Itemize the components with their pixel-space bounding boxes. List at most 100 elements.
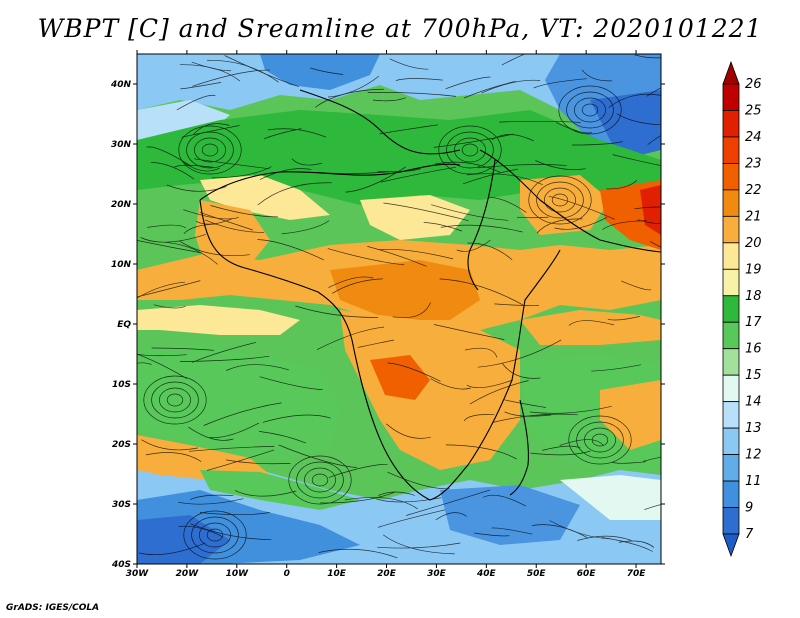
streamline xyxy=(440,224,523,233)
streamline xyxy=(612,154,661,166)
streamline xyxy=(207,60,279,83)
streamline xyxy=(481,79,541,94)
streamline-eddy xyxy=(151,381,199,419)
colorbar-label: 24 xyxy=(745,130,762,145)
lon-label: 20E xyxy=(377,569,397,579)
streamline xyxy=(192,69,270,87)
streamline xyxy=(477,164,567,169)
colorbar-label: 18 xyxy=(745,289,762,304)
streamline xyxy=(210,205,279,218)
streamline xyxy=(226,459,291,465)
streamline xyxy=(178,498,244,505)
streamline xyxy=(618,540,655,548)
streamline-eddy xyxy=(544,187,576,213)
streamline xyxy=(456,239,491,252)
streamline xyxy=(295,305,379,318)
streamline xyxy=(386,423,431,439)
colorbar-swatch xyxy=(722,215,740,244)
colorbar-swatch xyxy=(722,83,740,111)
lon-label: 60E xyxy=(577,569,597,579)
colorbar-swatch xyxy=(722,295,740,323)
streamline xyxy=(549,520,610,540)
colorbar-label: 16 xyxy=(745,342,762,357)
streamline xyxy=(367,92,457,97)
streamline-eddy xyxy=(194,137,226,163)
colorbar-swatch xyxy=(722,374,740,403)
streamline-eddy xyxy=(528,175,592,225)
streamline xyxy=(392,302,431,318)
streamline xyxy=(465,347,498,358)
colorbar-label: 7 xyxy=(745,527,754,542)
streamline xyxy=(188,426,234,441)
streamline xyxy=(181,125,240,138)
field-cold-south-central xyxy=(440,485,580,545)
streamline xyxy=(634,54,661,59)
streamline xyxy=(463,414,495,422)
streamline xyxy=(383,202,469,222)
streamline xyxy=(378,491,415,496)
streamline xyxy=(147,224,187,229)
streamline xyxy=(195,218,233,225)
streamline-eddy xyxy=(576,421,624,459)
streamline xyxy=(258,431,307,444)
streamline-eddy xyxy=(454,137,486,163)
streamline xyxy=(606,180,638,190)
streamline-eddy xyxy=(288,455,352,505)
streamline xyxy=(531,524,588,539)
streamline-eddy xyxy=(536,181,584,219)
streamline-eddy xyxy=(166,393,184,407)
colorbar-swatch xyxy=(722,401,740,429)
lon-label: 20W xyxy=(176,569,200,579)
streamline xyxy=(535,160,586,170)
field-green-southatlantic xyxy=(137,345,340,460)
streamlines-layer xyxy=(137,54,661,560)
streamline xyxy=(568,320,614,326)
streamline xyxy=(137,353,187,357)
grads-credit: GrADS: IGES/COLA xyxy=(6,603,100,613)
streamline xyxy=(556,122,592,134)
streamline xyxy=(145,452,202,462)
lon-label: 40E xyxy=(476,569,497,579)
red-sea-coastline xyxy=(467,159,496,291)
field-yellow-nile xyxy=(360,195,470,240)
lat-label: EQ xyxy=(117,320,131,330)
colorbar-label: 21 xyxy=(745,209,762,224)
lon-label: 0 xyxy=(284,569,290,579)
streamline xyxy=(530,450,591,456)
field-hot-east-core xyxy=(640,185,661,235)
streamline xyxy=(504,399,546,408)
streamline-eddy xyxy=(568,415,632,465)
streamline xyxy=(344,497,418,510)
streamline xyxy=(377,542,461,549)
streamline xyxy=(193,123,230,135)
field-cool-southeast xyxy=(560,475,661,520)
streamline xyxy=(577,535,632,541)
streamline xyxy=(137,280,201,298)
streamline xyxy=(140,234,206,243)
colorbar-label: 19 xyxy=(745,262,762,277)
lon-label: 50E xyxy=(527,569,547,579)
streamline-eddy xyxy=(574,97,606,123)
streamline xyxy=(499,120,581,123)
colorbar-label: 23 xyxy=(745,156,762,171)
colorbar-label: 12 xyxy=(745,448,762,463)
streamline xyxy=(257,182,332,206)
streamline xyxy=(267,128,327,138)
streamline xyxy=(607,316,640,321)
streamline xyxy=(469,380,529,405)
streamline-eddy xyxy=(206,528,224,542)
map-field xyxy=(137,54,661,564)
streamline xyxy=(180,82,222,90)
streamline xyxy=(387,362,441,382)
field-orange-core xyxy=(330,260,480,320)
lon-label: 10E xyxy=(327,569,347,579)
streamline xyxy=(189,494,234,500)
lon-label: 70E xyxy=(627,569,647,579)
coastlines xyxy=(199,89,661,501)
streamline xyxy=(153,304,186,309)
colorbar-swatch xyxy=(722,242,740,270)
streamline xyxy=(178,525,223,537)
streamline xyxy=(203,402,282,426)
streamline xyxy=(259,376,323,391)
